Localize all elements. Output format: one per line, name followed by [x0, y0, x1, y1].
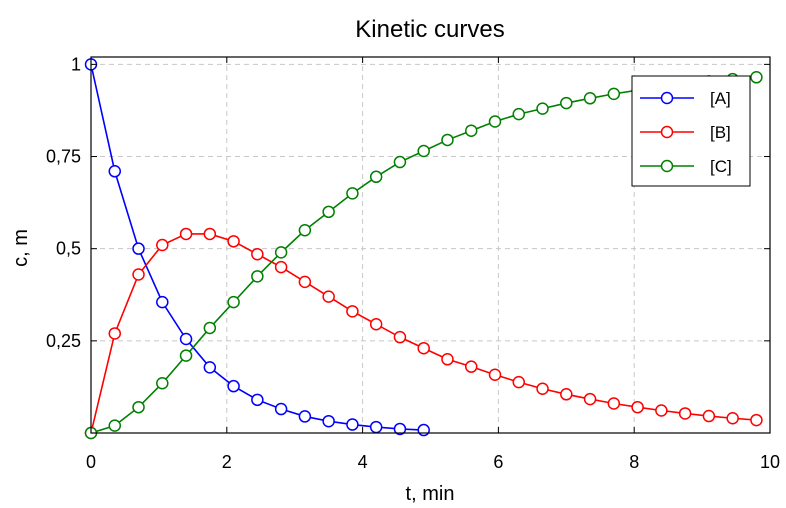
y-tick-label: 0,25	[46, 331, 81, 351]
data-point-b	[298, 275, 312, 289]
data-point-c	[750, 71, 763, 84]
data-point-b	[583, 392, 597, 406]
data-point-b	[726, 412, 739, 425]
legend: [A] [B] [C]	[631, 75, 751, 187]
y-tick-label: 1	[71, 54, 81, 74]
legend-label: [A]	[710, 89, 731, 108]
data-point-c	[369, 170, 383, 184]
x-tick-label: 8	[629, 452, 639, 472]
x-tick-label: 0	[86, 452, 96, 472]
data-point-b	[441, 353, 454, 366]
data-point-c	[346, 187, 359, 200]
data-point-b	[464, 360, 478, 373]
data-point-a	[179, 332, 193, 346]
data-point-b	[179, 227, 193, 241]
data-point-b	[132, 268, 145, 281]
data-point-c	[417, 144, 430, 158]
data-point-b	[417, 341, 430, 355]
data-point-c	[203, 321, 217, 335]
data-point-a	[274, 402, 288, 416]
data-point-a	[156, 295, 169, 309]
data-point-c	[108, 419, 122, 432]
data-point-b	[346, 305, 359, 318]
data-point-b	[251, 247, 264, 261]
axis-ticks: 0 2 4 6 8 10 0,25 0,5 0,75 1	[46, 54, 780, 472]
data-point-b	[560, 388, 573, 401]
data-point-a	[251, 393, 264, 407]
chart-title: Kinetic curves	[355, 16, 504, 43]
data-point-b	[607, 397, 621, 410]
data-point-c	[274, 246, 288, 259]
data-point-c	[464, 124, 478, 137]
x-axis-label: t, min	[406, 483, 455, 505]
legend-marker	[660, 91, 674, 105]
data-point-b	[750, 413, 763, 427]
data-point-b	[108, 327, 122, 340]
legend-marker	[660, 125, 674, 139]
data-point-b	[631, 400, 644, 414]
data-point-b	[488, 368, 502, 382]
legend-marker	[660, 159, 674, 173]
data-point-a	[132, 242, 145, 255]
data-point-c	[512, 107, 526, 121]
data-point-b	[655, 404, 668, 417]
data-point-b	[156, 238, 169, 252]
data-point-c	[441, 133, 454, 147]
plot-frame	[90, 56, 771, 434]
data-point-a	[203, 361, 217, 374]
data-point-c	[607, 87, 621, 101]
data-point-c	[156, 376, 169, 390]
data-point-a	[322, 414, 335, 428]
data-point-c	[488, 115, 502, 128]
data-point-c	[322, 205, 335, 219]
y-axis-label: c, m	[10, 229, 32, 267]
data-point-b	[678, 407, 692, 420]
y-tick-label: 0,5	[56, 239, 81, 259]
x-tick-label: 10	[760, 452, 780, 472]
data-point-b	[702, 409, 716, 423]
data-point-c	[298, 224, 312, 237]
legend-box	[631, 75, 751, 187]
data-point-c	[560, 96, 573, 110]
x-tick-label: 4	[358, 452, 368, 472]
data-point-a	[227, 379, 240, 393]
data-point-a	[369, 420, 383, 434]
data-point-b	[393, 330, 407, 344]
data-point-c	[227, 295, 240, 309]
data-point-c	[536, 102, 549, 115]
data-point-a	[298, 410, 312, 423]
x-tick-label: 2	[222, 452, 232, 472]
data-point-b	[274, 260, 288, 274]
data-point-a	[108, 165, 122, 178]
legend-label: [C]	[710, 157, 732, 176]
data-point-b	[512, 375, 526, 389]
data-point-b	[203, 227, 217, 241]
y-tick-label: 0,75	[46, 147, 81, 167]
data-point-c	[179, 349, 193, 362]
data-point-b	[536, 382, 549, 396]
data-point-b	[322, 290, 335, 303]
data-point-c	[583, 92, 597, 105]
legend-label: [B]	[710, 123, 731, 142]
data-point-b	[369, 318, 383, 331]
data-point-a	[393, 422, 407, 436]
x-tick-label: 6	[493, 452, 503, 472]
data-point-a	[346, 418, 359, 431]
data-point-c	[132, 400, 145, 414]
data-point-a	[417, 423, 430, 437]
data-point-c	[251, 270, 264, 283]
data-point-c	[393, 155, 407, 169]
data-point-b	[227, 235, 240, 248]
